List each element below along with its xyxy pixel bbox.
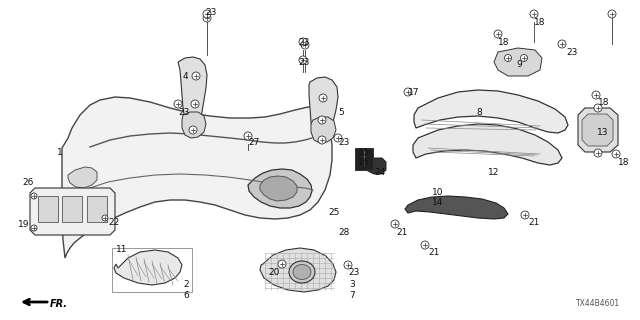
Circle shape (520, 54, 527, 61)
Polygon shape (309, 77, 338, 143)
Circle shape (404, 88, 412, 96)
Circle shape (203, 14, 211, 22)
Text: FR.: FR. (50, 299, 68, 309)
Polygon shape (62, 97, 332, 258)
Circle shape (612, 150, 620, 158)
Bar (87, 196, 107, 222)
Circle shape (592, 91, 600, 99)
Text: 2: 2 (183, 280, 189, 289)
Circle shape (31, 225, 37, 231)
Circle shape (278, 260, 286, 268)
Text: 3: 3 (349, 280, 355, 289)
Circle shape (203, 10, 211, 18)
Polygon shape (114, 250, 182, 285)
Text: 18: 18 (498, 38, 509, 47)
Circle shape (608, 10, 616, 18)
Circle shape (244, 132, 252, 140)
Circle shape (31, 193, 37, 199)
Text: 20: 20 (268, 268, 280, 277)
Circle shape (391, 220, 399, 228)
Text: 27: 27 (248, 138, 259, 147)
Text: 4: 4 (183, 72, 189, 81)
Polygon shape (68, 167, 97, 188)
Polygon shape (178, 57, 207, 130)
Circle shape (189, 126, 197, 134)
Polygon shape (405, 196, 508, 219)
Text: 13: 13 (597, 128, 609, 137)
Text: 25: 25 (328, 208, 339, 217)
Text: 1: 1 (57, 148, 63, 157)
Polygon shape (311, 117, 336, 143)
Bar (112, 248, 192, 292)
Text: 5: 5 (338, 108, 344, 117)
Text: 10: 10 (432, 188, 444, 197)
Circle shape (594, 104, 602, 112)
Text: 14: 14 (432, 198, 444, 207)
Circle shape (530, 10, 538, 18)
Text: 21: 21 (528, 218, 540, 227)
Circle shape (318, 136, 326, 144)
Text: 23: 23 (566, 48, 577, 57)
Bar (38, 196, 58, 222)
Circle shape (504, 54, 511, 61)
Polygon shape (30, 188, 115, 235)
Polygon shape (578, 108, 618, 152)
Circle shape (344, 261, 352, 269)
Polygon shape (413, 124, 562, 165)
Text: 9: 9 (516, 60, 522, 69)
Circle shape (192, 72, 200, 80)
Text: 19: 19 (18, 220, 29, 229)
Polygon shape (494, 48, 542, 76)
Text: 11: 11 (116, 245, 127, 254)
Text: 23: 23 (298, 38, 309, 47)
Text: 23: 23 (298, 58, 309, 67)
Polygon shape (414, 90, 568, 133)
Text: 17: 17 (408, 88, 419, 97)
Ellipse shape (289, 261, 315, 283)
Polygon shape (260, 176, 297, 201)
Circle shape (191, 100, 199, 108)
Circle shape (594, 149, 602, 157)
Text: 26: 26 (22, 178, 33, 187)
Text: 28: 28 (338, 228, 349, 237)
Text: 18: 18 (618, 158, 630, 167)
Circle shape (299, 38, 307, 46)
Text: TX44B4601: TX44B4601 (576, 299, 620, 308)
Text: 7: 7 (349, 291, 355, 300)
Circle shape (558, 40, 566, 48)
Text: 18: 18 (534, 18, 545, 27)
Ellipse shape (293, 265, 311, 279)
Text: 6: 6 (183, 291, 189, 300)
Text: 16: 16 (358, 158, 369, 167)
Circle shape (494, 30, 502, 38)
Circle shape (299, 56, 307, 64)
Text: 23: 23 (178, 108, 189, 117)
Text: 24: 24 (374, 168, 385, 177)
Polygon shape (248, 169, 312, 208)
Circle shape (521, 211, 529, 219)
Text: 15: 15 (358, 148, 369, 157)
Polygon shape (366, 158, 386, 174)
Polygon shape (182, 112, 206, 138)
Circle shape (334, 134, 342, 142)
Text: 21: 21 (428, 248, 440, 257)
Circle shape (301, 41, 309, 49)
Text: 21: 21 (396, 228, 408, 237)
Bar (355, 148, 373, 170)
Text: 23: 23 (338, 138, 349, 147)
Circle shape (174, 100, 182, 108)
Polygon shape (260, 248, 336, 292)
Circle shape (421, 241, 429, 249)
Text: 18: 18 (598, 98, 609, 107)
Polygon shape (582, 114, 613, 146)
Text: 22: 22 (108, 218, 119, 227)
Circle shape (319, 94, 327, 102)
Text: 23: 23 (348, 268, 360, 277)
Text: 23: 23 (205, 8, 216, 17)
Circle shape (318, 116, 326, 124)
Text: 8: 8 (476, 108, 482, 117)
Text: 12: 12 (488, 168, 499, 177)
Circle shape (102, 215, 108, 221)
Bar (62, 196, 82, 222)
